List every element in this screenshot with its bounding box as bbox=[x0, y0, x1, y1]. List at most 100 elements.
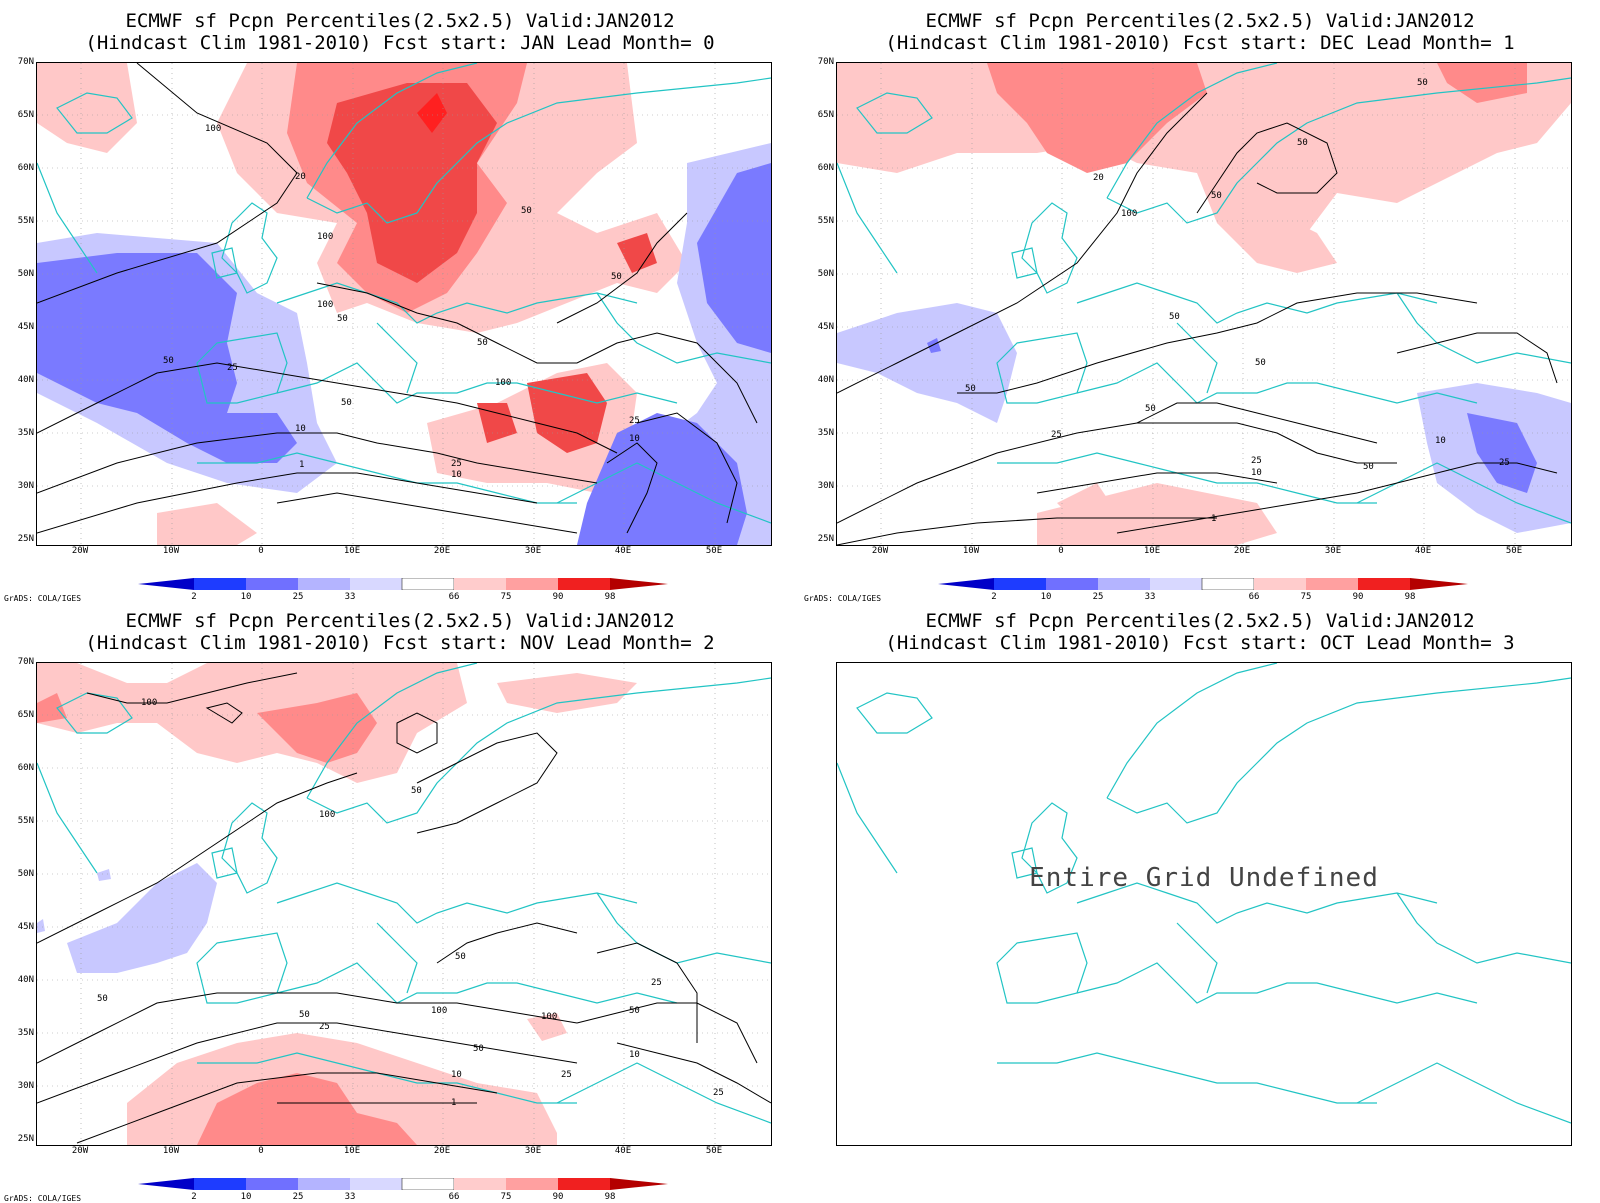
contour-label: 10 bbox=[629, 434, 640, 444]
lon-label: 50E bbox=[705, 546, 723, 556]
lat-label: 50N bbox=[17, 269, 34, 279]
lat-label: 35N bbox=[17, 1028, 34, 1038]
lon-label: 10E bbox=[343, 1146, 361, 1156]
map-panel-lead-2: ECMWF sf Pcpn Percentiles(2.5x2.5) Valid… bbox=[0, 600, 800, 1203]
light-red-region-east bbox=[1217, 213, 1337, 273]
grads-credit: GrADS: COLA/IGES bbox=[4, 1194, 82, 1203]
map-area: 50 50 20 50 100 50 50 50 50 25 25 10 1 1… bbox=[836, 62, 1572, 546]
contour-label: 25 bbox=[451, 459, 462, 469]
colorbar-label: 90 bbox=[552, 1192, 564, 1202]
colorbar-label: 33 bbox=[344, 592, 356, 602]
contour-label: 50 bbox=[1145, 404, 1156, 414]
mid-red-region-south bbox=[197, 1073, 417, 1145]
colorbar-segment bbox=[610, 1178, 668, 1190]
map-svg bbox=[837, 663, 1571, 1124]
map-svg: 100 100 50 50 50 100 100 50 25 50 10 25 … bbox=[37, 663, 771, 1145]
colorbar-segment bbox=[1254, 578, 1306, 590]
colorbar-segment bbox=[454, 1178, 506, 1190]
map-svg: 50 50 20 50 100 50 50 50 50 25 25 10 1 1… bbox=[837, 63, 1571, 545]
lat-label: 35N bbox=[817, 428, 834, 438]
light-red-spot-south bbox=[1057, 483, 1117, 523]
lat-label: 30N bbox=[17, 481, 34, 491]
grads-credit: GrADS: COLA/IGES bbox=[804, 594, 882, 603]
contour-label: 25 bbox=[227, 363, 238, 373]
contour-label: 50 bbox=[163, 356, 174, 366]
lat-label: 40N bbox=[17, 975, 34, 985]
colorbar-segment bbox=[350, 1178, 402, 1190]
colorbar-label: 33 bbox=[344, 1192, 356, 1202]
lon-label: 20W bbox=[71, 546, 89, 556]
blue-spot-atl bbox=[927, 338, 941, 353]
panel-title-line1: ECMWF sf Pcpn Percentiles(2.5x2.5) Valid… bbox=[925, 610, 1475, 632]
contour-label: 1 bbox=[1211, 514, 1216, 524]
contour-label: 50 bbox=[611, 272, 622, 282]
contour-label: 50 bbox=[341, 398, 352, 408]
colorbar-label: 2 bbox=[191, 592, 197, 602]
shading bbox=[37, 63, 771, 545]
colorbar-label: 25 bbox=[292, 592, 304, 602]
contour-label: 100 bbox=[431, 1006, 447, 1016]
colorbar-segment bbox=[138, 1178, 194, 1190]
colorbar-label: 90 bbox=[1352, 592, 1364, 602]
panel-title-line2: (Hindcast Clim 1981-2010) Fcst start: NO… bbox=[85, 632, 715, 654]
colorbar-label: 10 bbox=[240, 592, 252, 602]
contour-label: 100 bbox=[541, 1012, 557, 1022]
contour-label: 1 bbox=[299, 460, 304, 470]
contour-label: 25 bbox=[651, 978, 662, 988]
contour-label: 50 bbox=[411, 786, 422, 796]
contour-label: 20 bbox=[295, 172, 306, 182]
light-red-region-north bbox=[37, 663, 467, 783]
blue-region-east bbox=[697, 163, 771, 353]
red-region-scand bbox=[327, 83, 497, 283]
contour-label: 20 bbox=[1093, 173, 1104, 183]
dark-red-spot-north bbox=[417, 93, 447, 133]
lon-label: 30E bbox=[1324, 546, 1342, 556]
contour-label: 25 bbox=[1051, 430, 1062, 440]
panel-title-line1: ECMWF sf Pcpn Percentiles(2.5x2.5) Valid… bbox=[125, 10, 675, 32]
lat-label: 45N bbox=[17, 322, 34, 332]
panel-title-line2: (Hindcast Clim 1981-2010) Fcst start: JA… bbox=[85, 32, 715, 54]
mid-red-region-scand bbox=[987, 63, 1207, 173]
lat-label: 60N bbox=[817, 163, 834, 173]
lat-label: 55N bbox=[17, 216, 34, 226]
map-panel-lead-0: ECMWF sf Pcpn Percentiles(2.5x2.5) Valid… bbox=[0, 0, 800, 603]
colorbar-segment bbox=[138, 578, 194, 590]
lon-label: 40E bbox=[614, 546, 632, 556]
map-panel-lead-1: ECMWF sf Pcpn Percentiles(2.5x2.5) Valid… bbox=[800, 0, 1600, 603]
colorbar-label: 10 bbox=[1040, 592, 1052, 602]
lat-label: 70N bbox=[17, 657, 34, 667]
lon-label: 0 bbox=[258, 1146, 264, 1156]
colorbar-label: 25 bbox=[1092, 592, 1104, 602]
contour-label: 50 bbox=[521, 206, 532, 216]
coastlines bbox=[37, 63, 771, 524]
colorbar-label: 66 bbox=[1248, 592, 1260, 602]
lat-label: 55N bbox=[817, 216, 834, 226]
colorbar-label: 98 bbox=[604, 592, 616, 602]
colorbar-segment bbox=[1358, 578, 1410, 590]
map-area: 100 20 100 100 50 50 25 10 1 50 50 100 2… bbox=[36, 62, 772, 546]
mid-red-spot-east bbox=[617, 233, 657, 273]
panel-title-line2: (Hindcast Clim 1981-2010) Fcst start: DE… bbox=[885, 32, 1515, 54]
colorbar-label: 2 bbox=[991, 592, 997, 602]
colorbar-segment bbox=[1306, 578, 1358, 590]
lat-label: 35N bbox=[17, 428, 34, 438]
lon-label: 20W bbox=[71, 1146, 89, 1156]
lat-label: 25N bbox=[17, 1134, 34, 1144]
colorbar-segment bbox=[401, 1178, 455, 1190]
colorbar-label: 75 bbox=[500, 1192, 512, 1202]
contour-label: 100 bbox=[495, 378, 511, 388]
lon-label: 40E bbox=[614, 1146, 632, 1156]
colorbar-segment bbox=[1201, 578, 1255, 590]
lat-label: 55N bbox=[17, 816, 34, 826]
colorbar-segment bbox=[558, 1178, 610, 1190]
lon-label: 10W bbox=[162, 546, 180, 556]
lon-label: 10W bbox=[162, 1146, 180, 1156]
contour-label: 50 bbox=[1297, 138, 1308, 148]
lat-label: 60N bbox=[17, 763, 34, 773]
lat-label: 25N bbox=[17, 534, 34, 544]
contour-label: 50 bbox=[629, 1006, 640, 1016]
colorbar-label: 98 bbox=[604, 1192, 616, 1202]
colorbar-segment bbox=[506, 578, 558, 590]
graticule bbox=[37, 663, 771, 1145]
colorbar-segment bbox=[401, 578, 455, 590]
